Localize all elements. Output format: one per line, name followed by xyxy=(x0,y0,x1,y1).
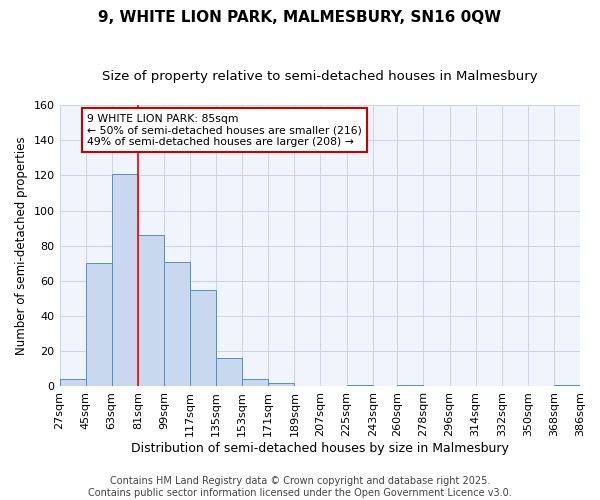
X-axis label: Distribution of semi-detached houses by size in Malmesbury: Distribution of semi-detached houses by … xyxy=(131,442,509,455)
Bar xyxy=(112,174,138,386)
Title: Size of property relative to semi-detached houses in Malmesbury: Size of property relative to semi-detach… xyxy=(102,70,538,83)
Text: Contains HM Land Registry data © Crown copyright and database right 2025.
Contai: Contains HM Land Registry data © Crown c… xyxy=(88,476,512,498)
Bar xyxy=(347,384,373,386)
Bar xyxy=(554,384,580,386)
Y-axis label: Number of semi-detached properties: Number of semi-detached properties xyxy=(15,136,28,355)
Text: 9 WHITE LION PARK: 85sqm
← 50% of semi-detached houses are smaller (216)
49% of : 9 WHITE LION PARK: 85sqm ← 50% of semi-d… xyxy=(87,114,362,147)
Bar xyxy=(86,264,112,386)
Bar xyxy=(164,262,190,386)
Bar xyxy=(190,290,216,386)
Bar xyxy=(268,383,295,386)
Bar xyxy=(216,358,242,386)
Bar xyxy=(397,384,424,386)
Bar xyxy=(59,380,86,386)
Text: 9, WHITE LION PARK, MALMESBURY, SN16 0QW: 9, WHITE LION PARK, MALMESBURY, SN16 0QW xyxy=(98,10,502,25)
Bar xyxy=(138,235,164,386)
Bar xyxy=(242,380,268,386)
